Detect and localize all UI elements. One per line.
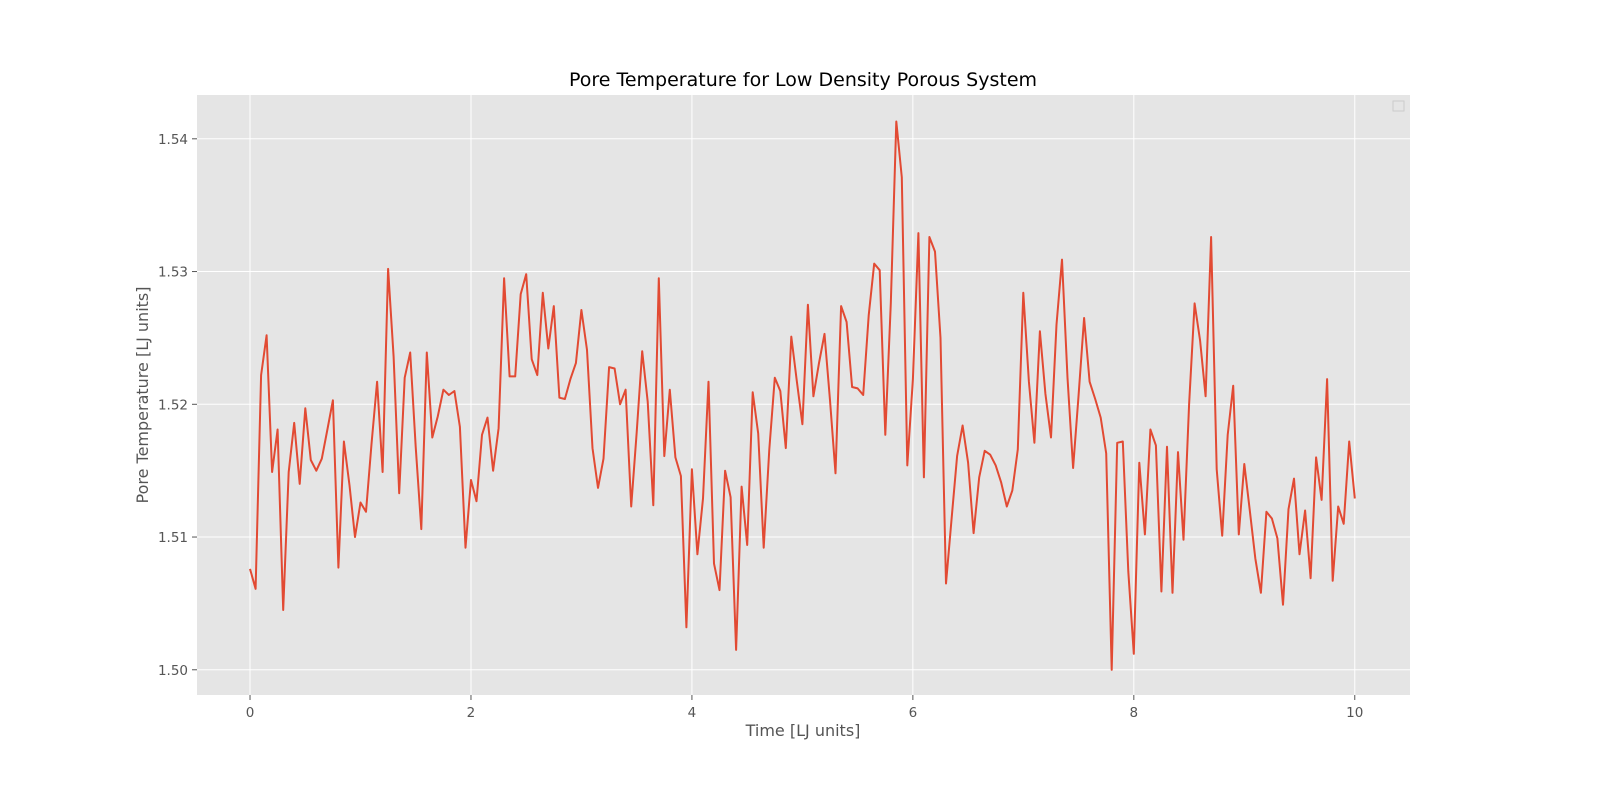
x-tick-label: 6 xyxy=(909,705,918,721)
y-tick-label: 1.54 xyxy=(158,132,188,148)
x-axis: 0 2 4 6 8 10 xyxy=(246,695,1363,721)
x-tick-label: 2 xyxy=(467,705,476,721)
grid-lines xyxy=(197,95,1410,695)
x-axis-label: Time [LJ units] xyxy=(745,721,861,740)
x-tick-label: 0 xyxy=(246,705,255,721)
legend-box xyxy=(1392,100,1405,112)
x-tick-label: 10 xyxy=(1346,705,1363,721)
y-axis: 1.50 1.51 1.52 1.53 1.54 xyxy=(158,132,197,679)
y-tick-label: 1.52 xyxy=(158,397,188,413)
y-tick-label: 1.50 xyxy=(158,663,188,679)
y-axis-label: Pore Temperature [LJ units] xyxy=(133,287,152,504)
y-tick-label: 1.51 xyxy=(158,530,188,546)
series-line xyxy=(249,120,1356,671)
x-tick-label: 4 xyxy=(688,705,697,721)
x-tick-label: 8 xyxy=(1130,705,1139,721)
chart-title: Pore Temperature for Low Density Porous … xyxy=(569,69,1037,91)
y-tick-label: 1.53 xyxy=(158,265,188,281)
